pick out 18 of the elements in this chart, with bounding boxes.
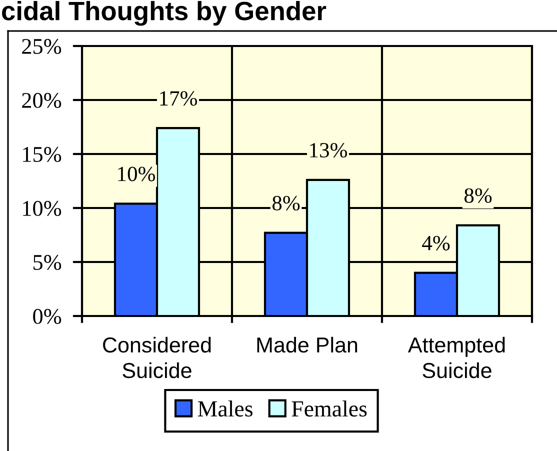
x-tick-label: Attempted Suicide bbox=[408, 336, 505, 378]
data-label: 8% bbox=[464, 188, 492, 203]
data-label: 4% bbox=[422, 236, 450, 250]
data-label: 8% bbox=[272, 196, 300, 210]
legend-label: Males bbox=[198, 400, 252, 417]
x-tick-label: Made Plan bbox=[257, 336, 358, 353]
data-label: 10% bbox=[118, 166, 155, 182]
chart-title: cidal Thoughts by Gender bbox=[2, 1, 326, 26]
data-label: 17% bbox=[160, 91, 197, 106]
y-tick-label: 5% bbox=[34, 254, 62, 270]
data-label: 13% bbox=[310, 142, 347, 158]
y-tick-label: 10% bbox=[23, 200, 62, 216]
y-tick-label: 25% bbox=[22, 38, 62, 54]
legend-label: Females bbox=[292, 400, 367, 417]
y-tick-label: 20% bbox=[22, 92, 62, 108]
y-tick-label: 0% bbox=[33, 308, 62, 324]
x-tick-label: Considered Suicide bbox=[103, 336, 211, 378]
y-tick-label: 15% bbox=[23, 146, 62, 162]
